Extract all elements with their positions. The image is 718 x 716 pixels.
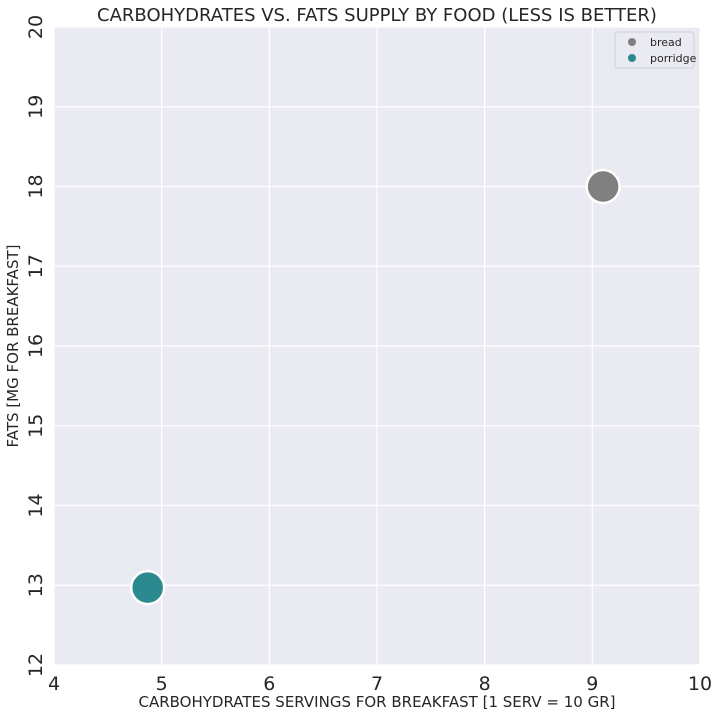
chart-title: CARBOHYDRATES VS. FATS SUPPLY BY FOOD (L… — [97, 5, 657, 26]
y-tick-label: 18 — [25, 174, 47, 198]
legend-label: bread — [650, 36, 682, 49]
legend-label: porridge — [650, 52, 697, 65]
data-point-porridge — [129, 569, 166, 606]
data-points — [129, 168, 621, 606]
x-tick-label: 9 — [586, 673, 598, 695]
x-tick-label: 4 — [48, 673, 60, 695]
y-tick-label: 14 — [25, 493, 47, 517]
x-tick-label: 5 — [156, 673, 168, 695]
y-tick-label: 16 — [25, 334, 47, 358]
x-tick-label: 7 — [371, 673, 383, 695]
y-tick-label: 19 — [25, 95, 47, 119]
x-tick-labels: 4 5 6 7 8 9 10 — [48, 673, 712, 695]
y-tick-label: 13 — [25, 573, 47, 597]
y-tick-label: 15 — [25, 414, 47, 438]
x-axis-label: CARBOHYDRATES SERVINGS FOR BREAKFAST [1 … — [138, 693, 615, 711]
x-tick-label: 6 — [263, 673, 275, 695]
legend: bread porridge — [614, 31, 697, 69]
legend-marker — [628, 38, 636, 46]
y-tick-label: 12 — [25, 653, 47, 677]
x-tick-label: 8 — [479, 673, 491, 695]
y-tick-labels: 12 13 14 15 16 17 18 19 20 — [25, 15, 47, 677]
y-tick-label: 17 — [25, 254, 47, 278]
data-point-bread — [585, 168, 621, 205]
y-tick-label: 20 — [25, 15, 47, 39]
legend-marker — [628, 54, 636, 62]
y-axis-label: FATS [MG FOR BREAKFAST] — [4, 245, 22, 448]
x-tick-label: 10 — [688, 673, 712, 695]
